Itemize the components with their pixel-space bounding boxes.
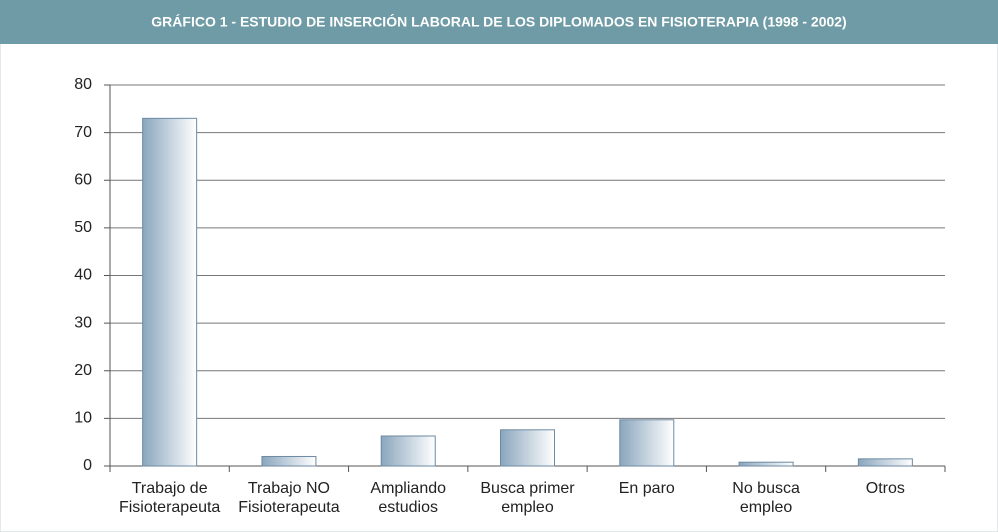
x-tick-label: empleo: [740, 499, 793, 516]
x-tick-label: Otros: [866, 480, 905, 497]
y-tick-label: 40: [74, 267, 92, 284]
x-tick-label: Ampliando: [370, 480, 446, 497]
bar: [619, 419, 675, 467]
x-tick-label: Busca primer: [480, 480, 575, 497]
y-tick-label: 20: [74, 362, 92, 379]
bar: [142, 117, 198, 467]
bar: [380, 435, 436, 467]
bar: [500, 429, 555, 467]
y-tick-label: 80: [74, 76, 92, 93]
bar: [738, 461, 794, 467]
y-tick-label: 10: [74, 410, 92, 427]
y-tick-label: 60: [74, 171, 92, 188]
header-bar: [0, 0, 998, 44]
x-tick-label: estudios: [378, 499, 438, 516]
bar: [857, 458, 913, 467]
bar: [261, 455, 317, 467]
x-tick-label: empleo: [501, 499, 554, 516]
x-tick-label: En paro: [619, 480, 675, 497]
y-tick-label: 70: [74, 124, 92, 141]
x-tick-label: No busca: [732, 480, 800, 497]
x-tick-label: Trabajo NO: [248, 480, 330, 497]
x-tick-label: Trabajo de: [132, 480, 208, 497]
y-tick-label: 30: [74, 314, 92, 331]
chart-title: GRÁFICO 1 - ESTUDIO DE INSERCIÓN LABORAL…: [151, 13, 846, 30]
y-tick-label: 50: [74, 219, 92, 236]
x-tick-label: Fisioterapeuta: [119, 499, 220, 516]
x-tick-label: Fisioterapeuta: [238, 499, 339, 516]
y-tick-label: 0: [83, 457, 92, 474]
